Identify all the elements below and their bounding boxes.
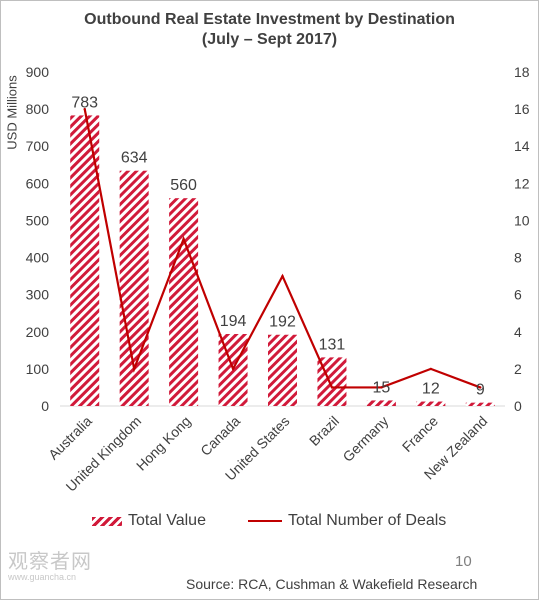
x-tick-label: Canada: [197, 413, 243, 459]
legend-label-total-value: Total Value: [128, 512, 206, 529]
data-label: 192: [269, 314, 296, 331]
watermark-text: 观察者网: [8, 551, 92, 573]
x-tick-label: Germany: [339, 413, 391, 465]
y-tick-label: 500: [26, 212, 50, 228]
data-label: 12: [422, 381, 440, 398]
y-tick-label: 300: [26, 287, 50, 303]
y2-tick-label: 4: [514, 324, 522, 340]
y2-tick-label: 2: [514, 361, 522, 377]
y2-tick-label: 18: [514, 64, 530, 80]
y-tick-label: 700: [26, 138, 50, 154]
line-point: [330, 386, 334, 389]
chart-title: Outbound Real Estate Investment by Desti…: [84, 11, 455, 28]
chart-title-block: Outbound Real Estate Investment by Desti…: [0, 10, 539, 50]
line-point: [380, 386, 383, 389]
chart-legend: Total Value Total Number of Deals: [0, 512, 539, 534]
bar: [465, 402, 495, 406]
y2-tick-label: 14: [514, 138, 530, 154]
chart-subtitle: (July – Sept 2017): [201, 31, 338, 48]
data-label: 634: [121, 150, 148, 167]
data-label: 560: [170, 177, 197, 194]
bar: [366, 400, 396, 406]
y2-tick-label: 16: [514, 101, 530, 117]
watermark-url: www.guancha.cn: [8, 572, 77, 582]
bar: [169, 198, 199, 406]
y-tick-label: 100: [26, 361, 50, 377]
data-label: 131: [319, 336, 346, 353]
y-tick-label: 0: [41, 398, 49, 414]
data-label: 783: [71, 94, 98, 111]
y-tick-label: 900: [26, 64, 50, 80]
line-point: [281, 274, 284, 278]
y2-tick-label: 12: [514, 175, 530, 191]
chart-plot: 0 100 200 300 400 500 600 700 800 900 0 2 4 6 8 10 12 14 1…: [26, 64, 530, 495]
y-tick-label: 200: [26, 324, 50, 340]
watermark-logo: 观察者网 www.guancha.cn: [8, 552, 138, 582]
y2-tick-label: 10: [514, 212, 530, 228]
legend-label-total-deals: Total Number of Deals: [288, 512, 447, 529]
y-tick-label: 800: [26, 101, 50, 117]
x-tick-label: Brazil: [306, 413, 342, 449]
y2-tick-label: 8: [514, 250, 522, 266]
y-tick-label: 600: [26, 175, 50, 191]
line-point: [231, 367, 235, 371]
line-point: [479, 386, 482, 389]
page-number: 10: [455, 553, 472, 570]
legend-swatch-hatched-bar: [92, 516, 122, 526]
y2-tick-label: 0: [514, 398, 522, 414]
source-note: Source: RCA, Cushman & Wakefield Researc…: [186, 576, 478, 592]
bar: [268, 334, 297, 406]
line-point: [182, 237, 185, 241]
x-tick-label: Australia: [45, 413, 95, 463]
y-tick-label: 400: [26, 250, 50, 266]
legend-item-total-deals: Total Number of Deals: [248, 512, 446, 530]
line-point: [132, 367, 136, 371]
line-point: [429, 367, 433, 371]
bar: [416, 401, 446, 406]
y2-tick-label: 6: [514, 287, 522, 303]
data-label: 9: [476, 382, 485, 399]
legend-swatch-line: [248, 520, 282, 522]
legend-item-total-value: Total Value: [92, 512, 206, 530]
x-tick-label: France: [399, 413, 441, 455]
data-label: 15: [372, 379, 390, 396]
data-label: 194: [220, 313, 247, 330]
line-point: [83, 107, 86, 111]
